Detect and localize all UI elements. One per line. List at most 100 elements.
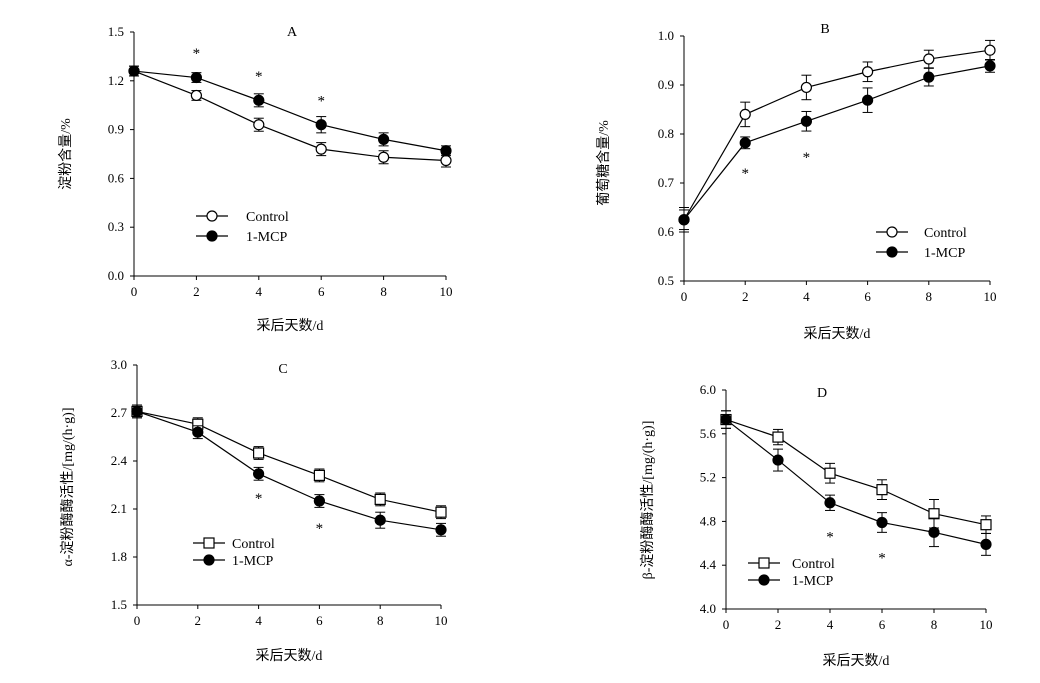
legend-label: Control — [232, 537, 275, 552]
y-tick-label: 0.6 — [108, 170, 125, 185]
legend-label: 1-MCP — [792, 574, 833, 589]
data-point — [253, 468, 265, 480]
y-tick-label: 0.0 — [108, 268, 124, 283]
x-tick-label: 10 — [984, 289, 997, 304]
y-tick-label: 3.0 — [111, 357, 127, 372]
legend: Control 1-MCP — [196, 210, 289, 245]
data-point — [253, 94, 265, 106]
legend-marker — [206, 210, 218, 222]
series-line — [133, 70, 447, 162]
y-tick-label: 1.2 — [108, 73, 124, 88]
data-point — [928, 526, 940, 538]
data-point — [980, 519, 992, 531]
y-tick-label: 1.5 — [111, 597, 127, 612]
x-tick-label: 2 — [195, 613, 202, 628]
y-tick-label: 2.1 — [111, 501, 127, 516]
y-tick-label: 0.9 — [658, 77, 674, 92]
y-tick-label: 6.0 — [700, 382, 716, 397]
y-tick-label: 5.2 — [700, 470, 716, 485]
data-point — [131, 405, 143, 417]
legend-label: Control — [924, 226, 967, 241]
data-point — [861, 66, 874, 78]
legend-label: Control — [792, 557, 835, 572]
legend-marker — [886, 226, 898, 238]
x-tick-label: 0 — [723, 617, 730, 632]
legend-marker — [203, 537, 215, 549]
series-1-mcp — [720, 410, 992, 556]
data-point — [378, 133, 390, 145]
y-tick-label: 1.8 — [111, 549, 127, 564]
series-line — [725, 418, 987, 526]
significance-marker: * — [803, 150, 811, 166]
data-point — [190, 71, 202, 84]
y-tick-label: 0.3 — [108, 219, 124, 234]
y-tick-label: 4.4 — [700, 557, 717, 572]
data-point — [253, 447, 265, 459]
y-tick-label: 4.0 — [700, 601, 716, 616]
legend-marker — [886, 246, 898, 258]
x-tick-label: 4 — [255, 613, 262, 628]
x-tick-label: 0 — [134, 613, 141, 628]
data-point — [928, 508, 940, 520]
x-tick-label: 2 — [775, 617, 782, 632]
chart-panel-b: 0.5 0.6 0.7 0.8 0.9 1.0 0 2 4 6 8 10 采后天数/d 葡萄糖含量/% B *… — [596, 22, 997, 342]
y-tick-label: 5.6 — [700, 426, 717, 441]
data-point — [772, 454, 784, 466]
y-tick-label: 0.5 — [658, 273, 674, 288]
data-point — [876, 516, 888, 529]
x-tick-label: 10 — [435, 613, 448, 628]
x-tick-label: 10 — [440, 284, 453, 299]
legend: Control 1-MCP — [748, 557, 835, 589]
data-point — [440, 145, 452, 157]
significance-marker: * — [255, 69, 263, 85]
legend-marker — [203, 554, 215, 566]
data-point — [435, 506, 447, 518]
series-1-mcp — [131, 404, 447, 537]
series-1-mcp — [128, 65, 452, 157]
data-point — [313, 469, 325, 481]
x-tick-label: 2 — [193, 284, 200, 299]
data-point — [861, 94, 874, 106]
x-tick-label: 4 — [827, 617, 834, 632]
series-1-mcp — [678, 59, 996, 231]
x-tick-label: 8 — [377, 613, 384, 628]
significance-marker: * — [741, 166, 749, 182]
y-axis-label: 葡萄糖含量/% — [596, 120, 612, 206]
y-axis-label: α-淀粉酶酶活性/[mg/(h·g)] — [60, 408, 76, 567]
data-point — [374, 493, 386, 505]
data-point — [192, 426, 204, 438]
data-point — [772, 431, 784, 443]
y-tick-label: 2.7 — [111, 405, 128, 420]
y-tick-label: 0.6 — [658, 224, 675, 239]
data-point — [440, 154, 452, 167]
legend-marker — [758, 574, 770, 586]
x-tick-label: 6 — [879, 617, 886, 632]
x-axis-label: 采后天数/d — [804, 326, 871, 342]
x-tick-label: 6 — [316, 613, 323, 628]
data-point — [378, 151, 390, 163]
series-line — [683, 49, 991, 221]
x-axis-label: 采后天数/d — [257, 318, 324, 334]
x-tick-label: 6 — [318, 284, 325, 299]
x-axis-label: 采后天数/d — [256, 648, 323, 664]
series-line — [136, 410, 442, 531]
series-line — [683, 65, 991, 221]
x-tick-label: 4 — [256, 284, 263, 299]
legend-marker — [758, 557, 770, 569]
x-tick-label: 0 — [131, 284, 138, 299]
panel-label: C — [278, 362, 287, 377]
y-tick-label: 0.8 — [658, 126, 674, 141]
data-point — [923, 71, 935, 83]
y-tick-label: 1.0 — [658, 28, 674, 43]
data-point — [739, 108, 751, 121]
data-point — [253, 119, 265, 131]
legend-label: 1-MCP — [924, 246, 965, 261]
data-point — [313, 495, 325, 507]
series-control — [678, 39, 996, 233]
data-point — [435, 524, 447, 536]
data-point — [800, 115, 813, 127]
y-tick-label: 0.9 — [108, 122, 124, 137]
x-tick-label: 6 — [864, 289, 871, 304]
data-point — [739, 137, 751, 149]
